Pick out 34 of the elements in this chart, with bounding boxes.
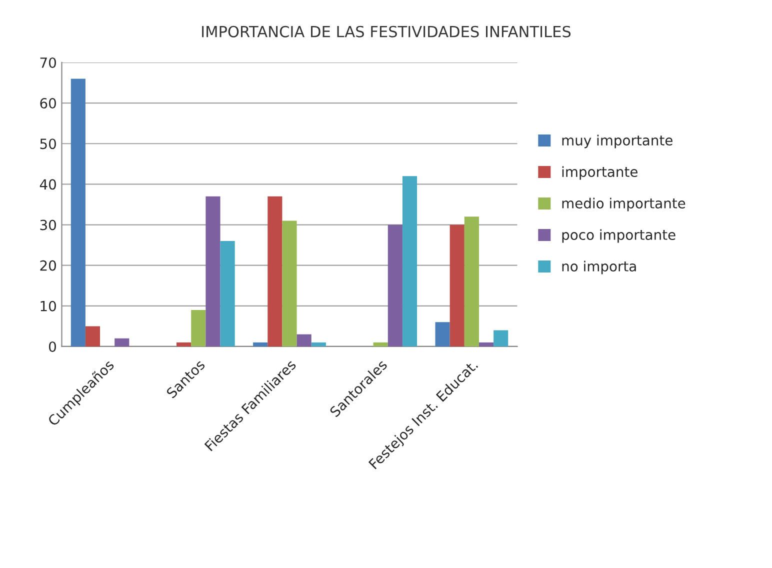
bar [206,196,220,346]
bar [296,334,312,346]
bar [478,342,494,346]
chart-title: IMPORTANCIA DE LAS FESTIVIDADES INFANTILES [202,26,571,38]
legend-label: importante [562,166,638,180]
bar [494,330,508,346]
bar [388,224,402,346]
y-tick-label: 40 [40,179,56,190]
bar [464,216,479,346]
bar [268,196,282,346]
y-tick-label: 70 [40,57,56,68]
bar [220,240,235,346]
bar [70,78,86,346]
bar [282,220,297,346]
y-tick-label: 50 [40,138,56,150]
bar [85,326,100,346]
y-tick-label: 0 [48,341,56,352]
bar [311,342,326,346]
bar [435,322,450,346]
y-tick-label: 60 [40,98,56,109]
bar [176,342,192,346]
y-tick-label: 30 [40,220,56,230]
bar [253,342,268,346]
bar [450,224,464,346]
y-tick-label: 20 [40,260,56,271]
legend-label: muy importante [562,134,672,148]
bar [373,342,388,346]
y-tick-label: 10 [40,300,56,312]
bar [191,310,206,346]
legend-label: poco importante [562,229,676,243]
bar [114,338,130,346]
legend-label: medio importante [562,198,686,212]
bar [402,176,418,346]
legend-label: no importa [562,260,636,274]
